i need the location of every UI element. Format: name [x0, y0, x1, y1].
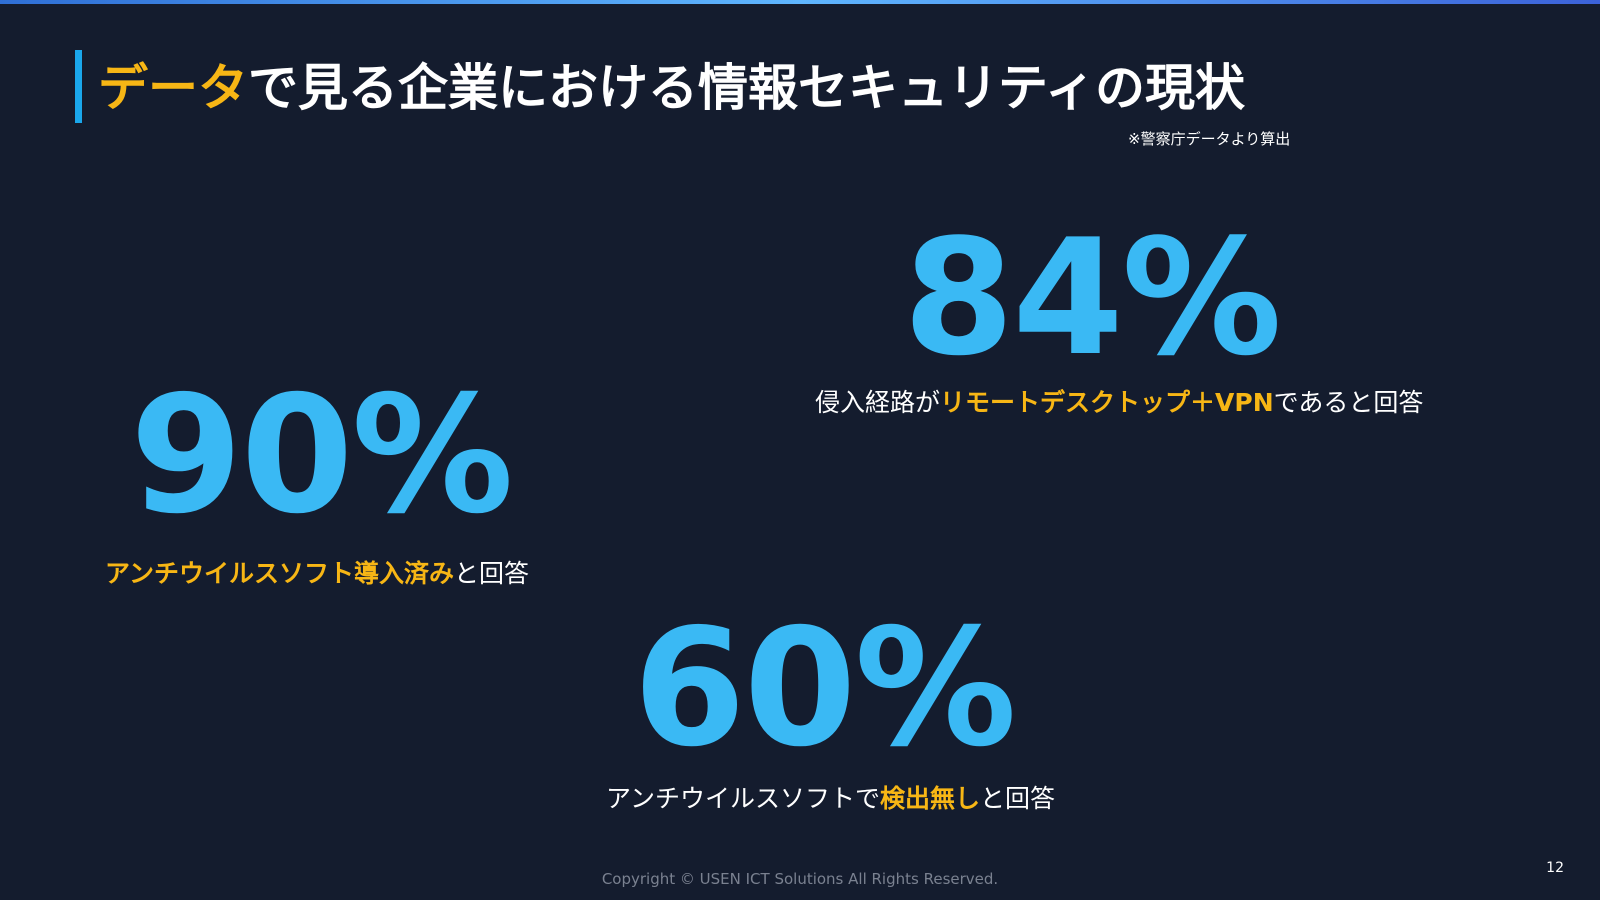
caption-highlight: リモートデスクトップ＋VPN	[940, 388, 1274, 417]
caption-text: であると回答	[1273, 388, 1424, 417]
caption-text: と回答	[454, 559, 530, 588]
source-note: ※警察庁データより算出	[1128, 130, 1291, 148]
page-number: 12	[1546, 860, 1564, 876]
page-title: データで見る企業における情報セキュリティの現状	[98, 58, 1245, 118]
caption-highlight: 検出無し	[880, 784, 981, 813]
top-accent-line	[0, 0, 1600, 4]
stat-84-caption: 侵入経路がリモートデスクトップ＋VPNであると回答	[815, 388, 1423, 418]
stat-90-value: 90%	[130, 362, 514, 550]
caption-text: と回答	[980, 784, 1056, 813]
caption-text: アンチウイルスソフトで	[606, 784, 881, 813]
title-rest: で見る企業における情報セキュリティの現状	[248, 59, 1245, 117]
stat-60-caption: アンチウイルスソフトで検出無しと回答	[606, 784, 1055, 814]
caption-text: 侵入経路が	[815, 388, 941, 417]
caption-highlight: アンチウイルスソフト導入済み	[105, 559, 455, 588]
title-highlight: データ	[98, 59, 248, 117]
stat-60-value: 60%	[633, 595, 1017, 783]
copyright-footer: Copyright © USEN ICT Solutions All Right…	[601, 870, 999, 888]
stat-84-value: 84%	[903, 204, 1282, 391]
stat-90-caption: アンチウイルスソフト導入済みと回答	[105, 559, 529, 589]
title-accent-bar	[75, 50, 82, 123]
